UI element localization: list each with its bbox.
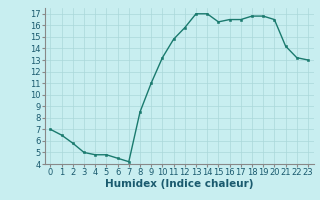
X-axis label: Humidex (Indice chaleur): Humidex (Indice chaleur) xyxy=(105,179,253,189)
